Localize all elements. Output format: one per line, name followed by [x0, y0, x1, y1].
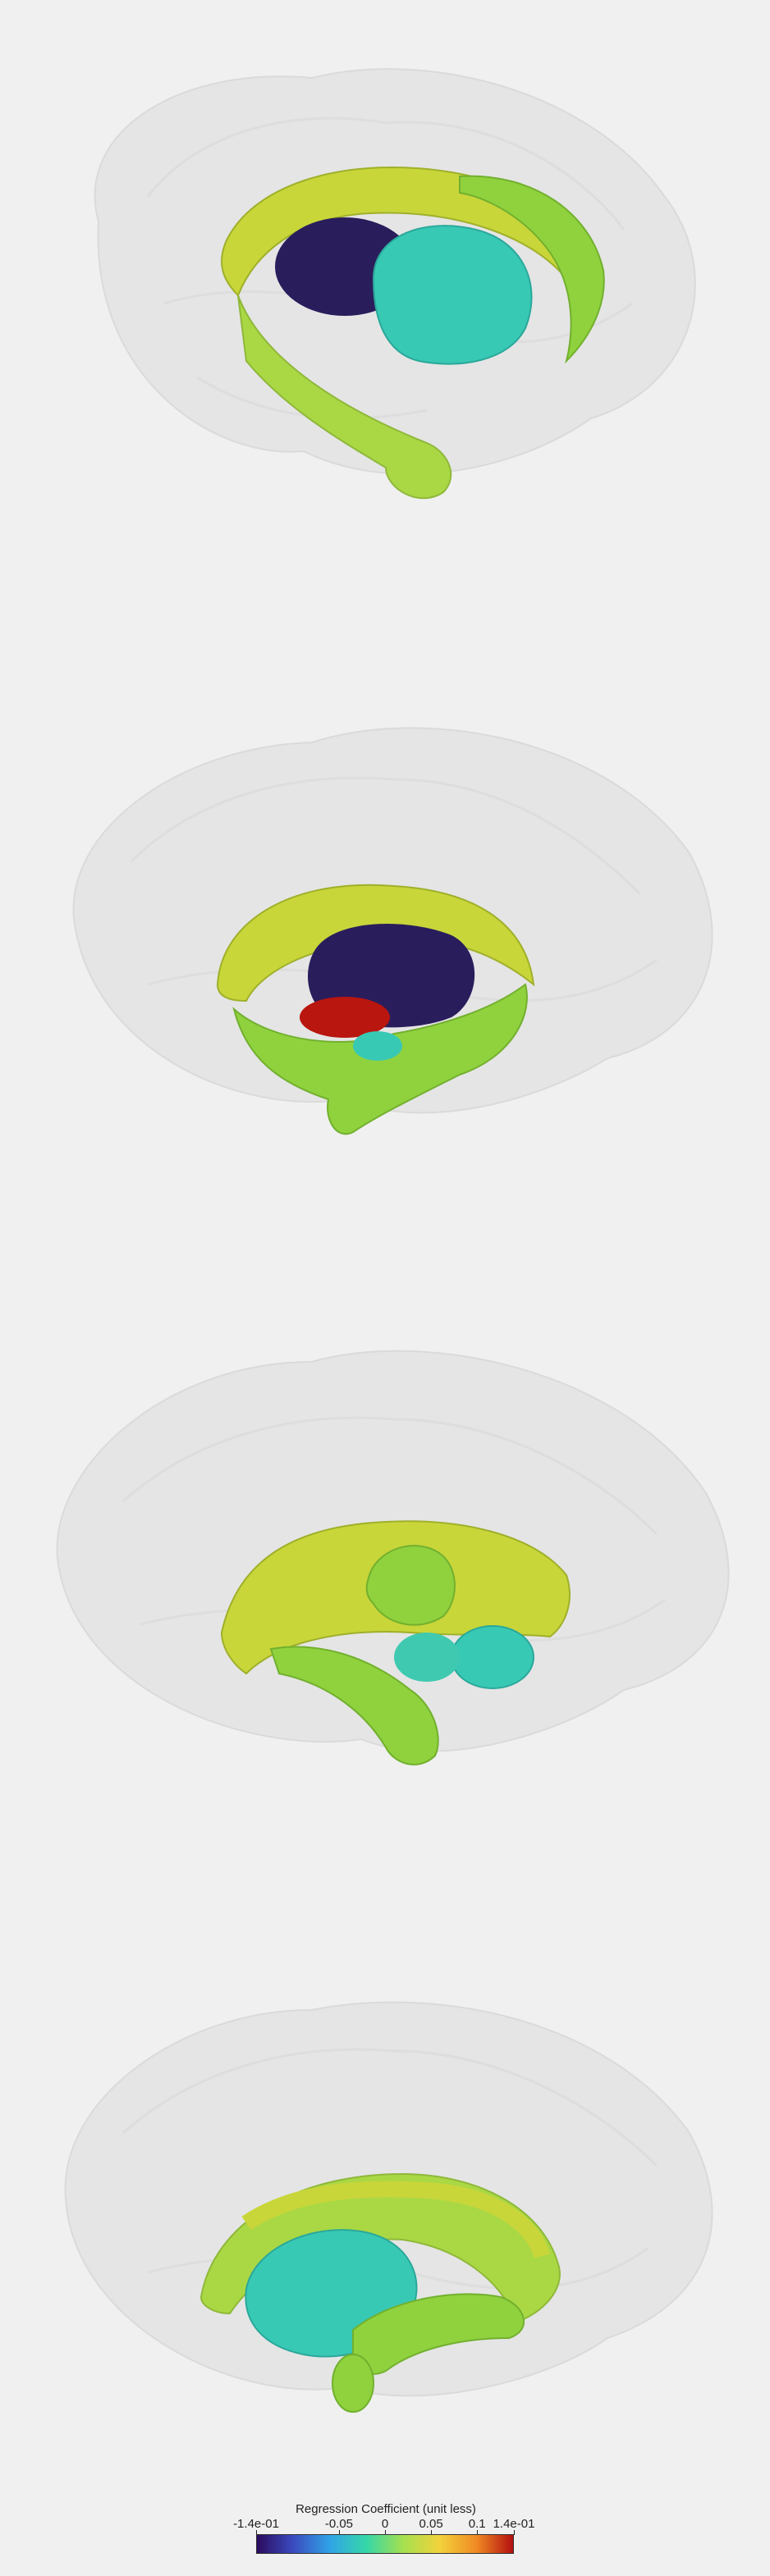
- brain-render-4: [0, 1953, 770, 2527]
- amygdala-region: [394, 1626, 534, 1688]
- tick-label-max: 1.4e-01: [493, 2517, 535, 2531]
- brain-view-4: [0, 1953, 770, 2576]
- lateral-ventricle-region: [374, 226, 532, 363]
- brain-render-1: [0, 33, 770, 607]
- brain-render-3: [0, 1313, 770, 1887]
- colorbar: Regression Coefficient (unit less) -1.4e…: [246, 2496, 525, 2563]
- brain-view-3: [0, 1313, 770, 1936]
- colorbar-title: Regression Coefficient (unit less): [246, 2502, 525, 2516]
- colorbar-tick-labels: -1.4e-01 -0.05 0 0.05 0.1 1.4e-01: [246, 2517, 525, 2530]
- colorbar-tickmark: [514, 2530, 515, 2535]
- tick-label-005: 0.05: [419, 2517, 442, 2531]
- brain-view-1: [0, 33, 770, 656]
- brain-view-2: [0, 673, 770, 1296]
- tick-label-01: 0.1: [469, 2517, 486, 2531]
- tick-label-zero: 0: [382, 2517, 388, 2531]
- tick-label-neg-005: -0.05: [325, 2517, 353, 2531]
- colorbar-gradient: [256, 2534, 514, 2554]
- tick-label-min: -1.4e-01: [233, 2517, 279, 2531]
- brain-render-2: [0, 673, 770, 1247]
